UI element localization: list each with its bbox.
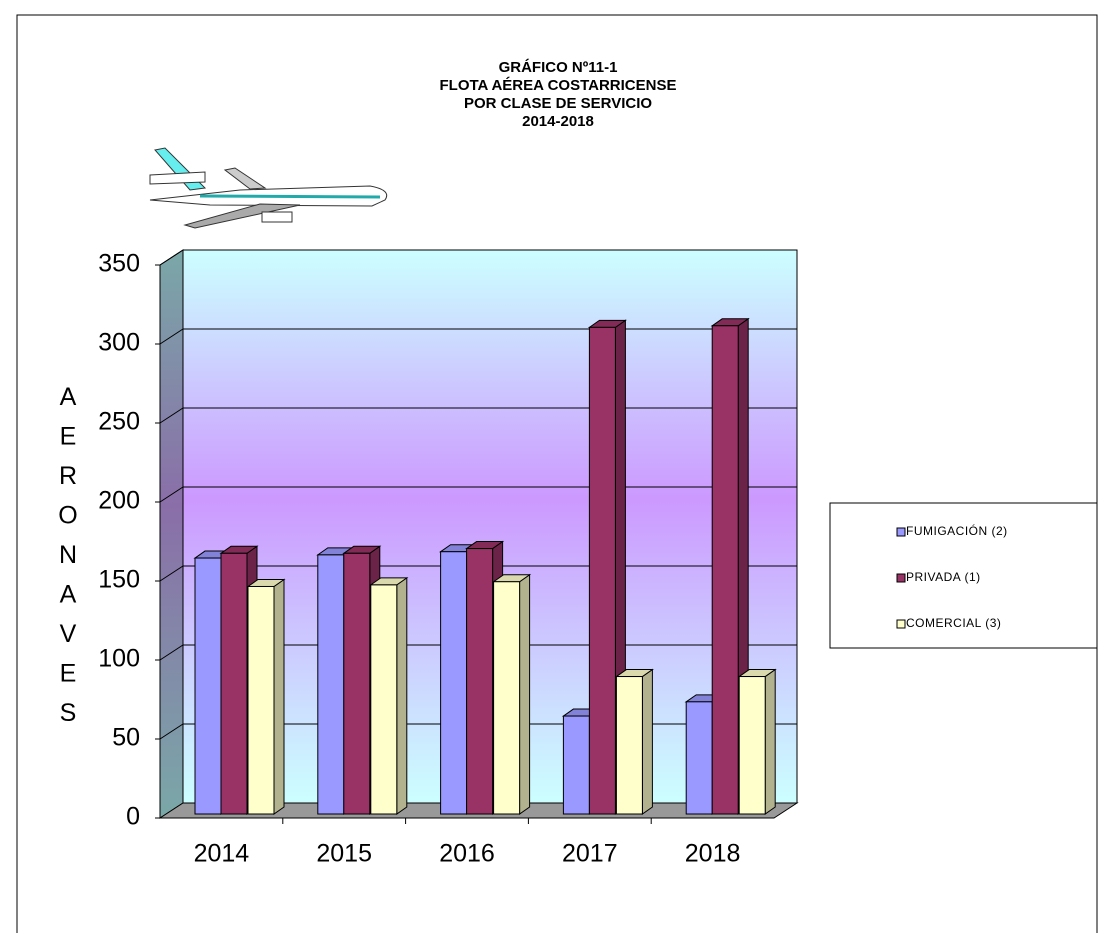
y-tick-label: 250	[98, 408, 140, 436]
bar	[588, 326, 616, 815]
bar	[343, 552, 371, 815]
bar	[711, 325, 739, 815]
chart-border	[16, 14, 1098, 933]
bar-side	[641, 668, 653, 815]
x-tick-label: 2017	[562, 840, 618, 868]
legend-swatch	[896, 527, 906, 537]
y-tick-label: 300	[98, 329, 140, 357]
x-tick-label: 2015	[316, 840, 372, 868]
legend-swatch	[896, 573, 906, 583]
x-tick-label: 2018	[685, 840, 741, 868]
bar	[440, 551, 468, 815]
side-wall	[159, 249, 184, 819]
bar	[685, 701, 713, 815]
bar	[194, 557, 222, 815]
chart-title: FLOTA AÉREA COSTARRICENSE	[440, 77, 677, 94]
chart-title: 2014-2018	[522, 113, 594, 130]
chart-title: GRÁFICO Nº11-1	[499, 59, 618, 76]
legend-label: COMERCIAL (3)	[906, 616, 1001, 630]
bar	[466, 548, 494, 815]
bar	[370, 584, 398, 815]
bar-side	[273, 578, 285, 815]
bar	[738, 676, 766, 815]
legend-label: FUMIGACIÓN (2)	[906, 523, 1008, 538]
y-tick-label: 350	[98, 250, 140, 278]
bar	[615, 676, 643, 815]
bar	[562, 715, 590, 815]
bar-side	[396, 576, 408, 815]
airplane	[149, 147, 388, 229]
y-tick-label: 100	[98, 645, 140, 673]
y-tick-label: 150	[98, 566, 140, 594]
bar	[220, 552, 248, 815]
bar-side	[519, 573, 531, 815]
x-tick-label: 2014	[194, 840, 250, 868]
legend-box	[829, 502, 1098, 649]
y-tick-label: 0	[126, 803, 140, 831]
legend-swatch	[896, 619, 906, 629]
bar	[493, 581, 521, 815]
bar	[317, 554, 345, 815]
chart-title: POR CLASE DE SERVICIO	[464, 95, 652, 112]
grid-line	[159, 249, 797, 266]
y-tick-label: 200	[98, 487, 140, 515]
legend-label: PRIVADA (1)	[906, 570, 981, 584]
x-tick-label: 2016	[439, 840, 495, 868]
y-tick-label: 50	[112, 724, 140, 752]
bar	[247, 585, 275, 815]
bar-side	[764, 668, 776, 815]
